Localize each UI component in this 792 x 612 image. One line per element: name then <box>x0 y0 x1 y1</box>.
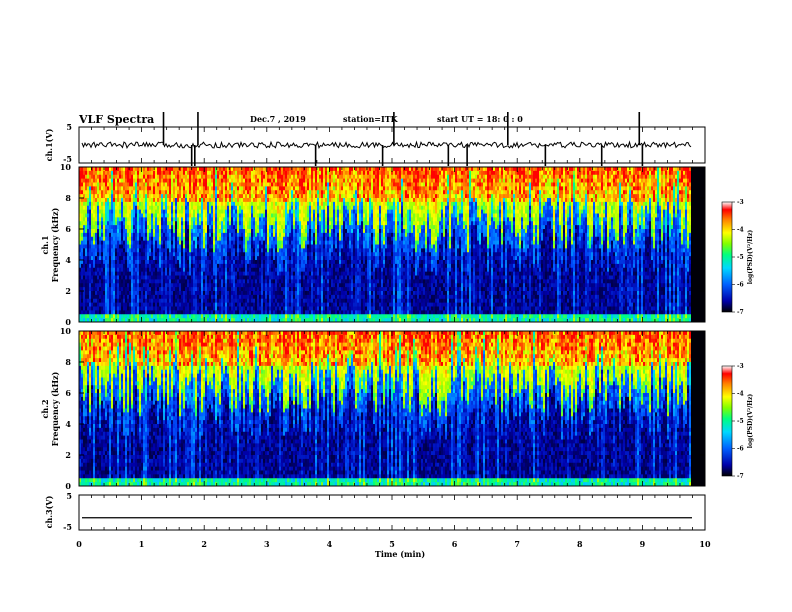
colorbar-tick-label: -6 <box>737 282 744 289</box>
time-tick-label: 5 <box>389 539 395 549</box>
ch1-ytick-top: 5 <box>66 122 72 132</box>
ch1-freq-ticks: 0 2 4 6 8 10 <box>60 162 705 327</box>
ch1-spectrogram-image <box>79 167 691 323</box>
ch1-spectrogram-panel: 0 2 4 6 8 10 ch.1 Frequency (kHz) <box>40 162 706 327</box>
freq-tick-label: 2 <box>65 286 71 296</box>
colorbar-tick-label: -4 <box>737 391 744 398</box>
ch1-ylabel-frequency: Frequency (kHz) <box>50 207 60 282</box>
ch2-spectrogram-panel: 0 2 4 6 8 10 ch.2 Frequency (kHz) <box>40 326 706 491</box>
ch3-ylabel: ch.3(V) <box>44 495 54 528</box>
freq-tick-label: 10 <box>60 162 72 172</box>
colorbar-tick-label: -5 <box>737 254 744 261</box>
ch1-trace-line <box>81 140 692 150</box>
ch2-spectrogram-image <box>79 331 691 487</box>
freq-tick-label: 8 <box>65 193 71 203</box>
colorbar-tick-label: -7 <box>737 309 744 316</box>
ch3-ytick-top: 5 <box>66 491 72 501</box>
ch1-trace <box>81 112 692 166</box>
colorbar-tick-label: -3 <box>737 199 744 206</box>
ch1-colorbar: -3 -4 -5 -6 -7 log(PSD)(V²/Hz) <box>721 199 754 316</box>
freq-tick-label: 8 <box>65 357 71 367</box>
time-tick-label: 2 <box>201 539 207 549</box>
time-tick-label: 7 <box>514 539 520 549</box>
date-label: Dec.7 , 2019 <box>250 114 306 124</box>
ch1-colorbar-label: log(PSD)(V²/Hz) <box>747 230 754 285</box>
time-tick-label: 9 <box>640 539 646 549</box>
ch1-ytick-bottom: -5 <box>63 154 72 164</box>
time-tick-label: 4 <box>327 539 333 549</box>
time-tick-label: 6 <box>452 539 458 549</box>
time-tick-label: 0 <box>76 539 82 549</box>
time-tick-label: 10 <box>699 539 711 549</box>
colorbar-tick-label: -4 <box>737 227 744 234</box>
freq-tick-label: 0 <box>65 317 71 327</box>
freq-tick-label: 10 <box>60 326 72 336</box>
ch2-colorbar: -3 -4 -5 -6 -7 log(PSD)(V²/Hz) <box>721 363 754 480</box>
ch2-ylabel-frequency: Frequency (kHz) <box>50 371 60 446</box>
start-time-label: start UT = 18: 0 : 0 <box>437 114 523 124</box>
chart-title: VLF Spectra <box>78 113 154 126</box>
colorbar-tick-label: -3 <box>737 363 744 370</box>
ch1-ylabel-channel: ch.1 <box>40 235 50 254</box>
ch2-freq-ticks: 0 2 4 6 8 10 <box>60 326 705 491</box>
x-axis-label: Time (min) <box>375 549 425 559</box>
ch1-ylabel: ch.1(V) <box>44 128 54 161</box>
ch3-ytick-bottom: -5 <box>63 522 72 532</box>
freq-tick-label: 4 <box>65 255 71 265</box>
freq-tick-label: 0 <box>65 481 71 491</box>
time-tick-label: 8 <box>577 539 583 549</box>
station-label: station=ITK <box>343 114 399 124</box>
freq-tick-label: 2 <box>65 450 71 460</box>
freq-tick-label: 6 <box>65 388 71 398</box>
time-tick-label: 1 <box>139 539 145 549</box>
ch2-ylabel-channel: ch.2 <box>40 399 50 418</box>
colorbar-tick-label: -6 <box>737 446 744 453</box>
colorbar-tick-label: -7 <box>737 473 744 480</box>
ch1-waveform-panel: 5 -5 ch.1(V) <box>44 112 706 166</box>
ch3-waveform-panel: 5 -5 ch.3(V) <box>44 491 706 532</box>
ch2-colorbar-label: log(PSD)(V²/Hz) <box>747 394 754 449</box>
freq-tick-label: 6 <box>65 224 71 234</box>
time-tick-label: 3 <box>264 539 270 549</box>
time-axis: 0 1 2 3 4 5 6 7 8 9 10 <box>76 127 711 549</box>
colorbar-tick-label: -5 <box>737 418 744 425</box>
ch2-colorbar-ticks: -3 -4 -5 -6 -7 <box>732 363 744 480</box>
ch1-colorbar-ticks: -3 -4 -5 -6 -7 <box>732 199 744 316</box>
freq-tick-label: 4 <box>65 419 71 429</box>
